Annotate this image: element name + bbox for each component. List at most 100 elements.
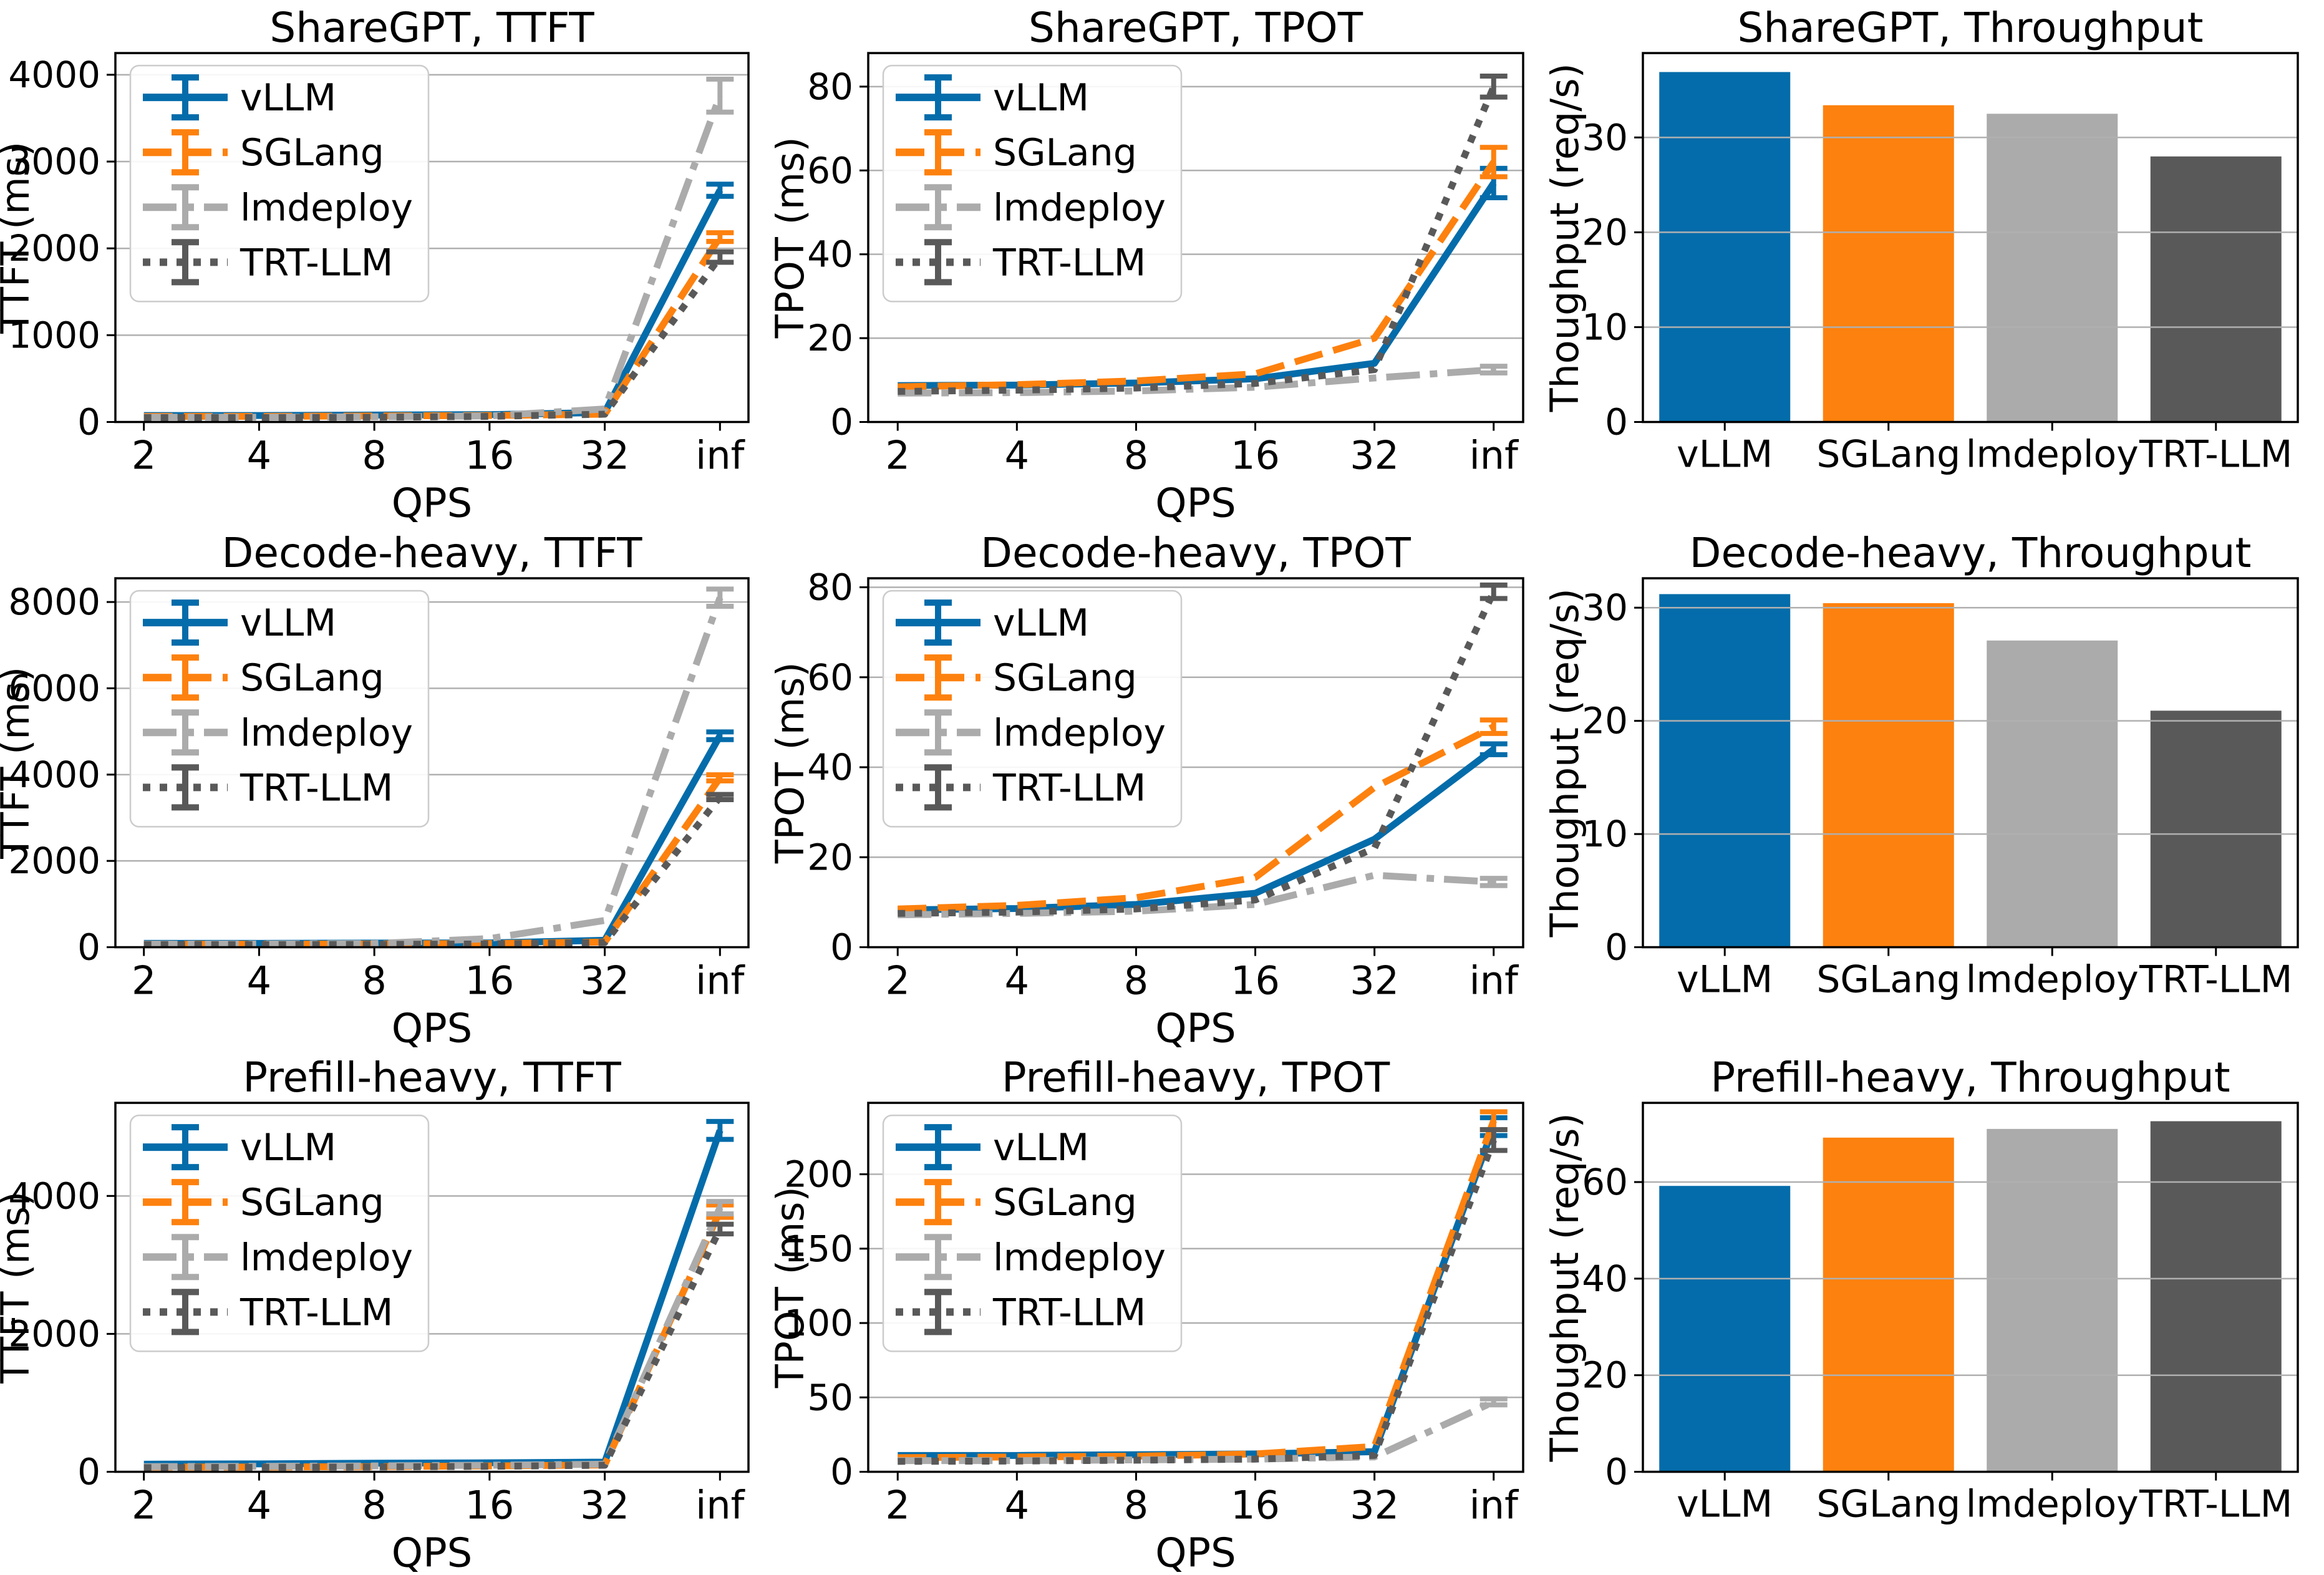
plot-canvas-prefill-heavy-throughput: vLLM SGLang lmdeploy TRT-LLM 0 20 40 60Thoughpu… xyxy=(1549,1102,2299,1526)
svg-text:60: 60 xyxy=(1582,1161,1628,1203)
svg-text:80: 80 xyxy=(807,566,853,608)
svg-text:0: 0 xyxy=(830,401,853,443)
svg-text:4000: 4000 xyxy=(8,1175,100,1218)
svg-text:100: 100 xyxy=(784,1302,853,1344)
svg-text:40: 40 xyxy=(807,233,853,276)
svg-text:8: 8 xyxy=(1124,433,1148,478)
svg-text:4: 4 xyxy=(1005,433,1029,478)
svg-text:inf: inf xyxy=(1469,957,1520,1003)
svg-text:vLLM: vLLM xyxy=(993,601,1089,645)
chart-decode-heavy-tpot: Decode-heavy, TPOT 2 4 8 16 32 inf QPS 0 20 40 60 8… xyxy=(775,525,1549,1050)
svg-text:10: 10 xyxy=(1582,813,1628,855)
svg-text:SGLang: SGLang xyxy=(240,656,384,700)
svg-text:TRT-LLM: TRT-LLM xyxy=(240,1291,393,1335)
svg-text:2000: 2000 xyxy=(8,840,100,882)
svg-text:40: 40 xyxy=(1582,1258,1628,1300)
svg-text:10: 10 xyxy=(1582,306,1628,348)
svg-text:SGLang: SGLang xyxy=(993,1181,1137,1225)
svg-text:32: 32 xyxy=(1350,433,1399,478)
svg-text:TRT-LLM: TRT-LLM xyxy=(992,766,1146,810)
svg-text:SGLang: SGLang xyxy=(1816,1483,1960,1526)
svg-text:20: 20 xyxy=(1582,699,1628,742)
plot-canvas-decode-heavy-tpot: 2 4 8 16 32 inf QPS 0 20 40 60 80 TPOT (ms) vLLM SGLan… xyxy=(775,566,1524,1050)
chart-decode-heavy-throughput: Decode-heavy, Throughput vLLM SGLang lmdep… xyxy=(1549,525,2324,1050)
svg-text:lmdeploy: lmdeploy xyxy=(1966,957,2139,1001)
svg-text:16: 16 xyxy=(1231,433,1280,478)
svg-text:8: 8 xyxy=(1124,957,1148,1003)
svg-text:Thoughput (req/s): Thoughput (req/s) xyxy=(1549,63,1587,412)
chart-title-prefill-heavy-throughput: Prefill-heavy, Throughput xyxy=(1710,1054,2230,1102)
svg-text:20: 20 xyxy=(807,317,853,359)
svg-text:0: 0 xyxy=(1605,1451,1628,1493)
chart-sharegpt-throughput: ShareGPT, Throughput vLLM SGLang lmdeploy T… xyxy=(1549,0,2324,525)
svg-text:4000: 4000 xyxy=(8,753,100,795)
svg-text:SGLang: SGLang xyxy=(1816,433,1960,477)
svg-text:vLLM: vLLM xyxy=(240,601,336,645)
svg-text:32: 32 xyxy=(1350,1483,1399,1528)
svg-text:TRT-LLM: TRT-LLM xyxy=(992,1291,1146,1335)
svg-text:inf: inf xyxy=(695,433,746,478)
chart-title-sharegpt-tpot: ShareGPT, TPOT xyxy=(1028,4,1363,52)
svg-text:TTFT (ms): TTFT (ms) xyxy=(0,1191,38,1384)
chart-prefill-heavy-throughput: Prefill-heavy, Throughput vLLM SGLang lmde… xyxy=(1549,1050,2324,1575)
svg-text:lmdeploy: lmdeploy xyxy=(993,711,1166,755)
svg-text:TPOT (ms): TPOT (ms) xyxy=(775,662,813,864)
svg-text:4: 4 xyxy=(1005,957,1029,1003)
svg-text:3000: 3000 xyxy=(8,140,100,183)
svg-text:8: 8 xyxy=(1124,1483,1148,1528)
chart-sharegpt-ttft: ShareGPT, TTFT 2 4 8 16 32 inf QPS 0 1000 2000 300… xyxy=(0,0,775,525)
svg-text:TTFT (ms): TTFT (ms) xyxy=(0,142,38,334)
svg-text:Thoughput (req/s): Thoughput (req/s) xyxy=(1549,588,1587,938)
svg-text:lmdeploy: lmdeploy xyxy=(240,711,413,755)
svg-text:150: 150 xyxy=(784,1228,853,1270)
chart-title-decode-heavy-throughput: Decode-heavy, Throughput xyxy=(1689,528,2252,577)
svg-text:32: 32 xyxy=(580,1483,629,1528)
svg-text:TPOT (ms): TPOT (ms) xyxy=(775,137,813,339)
svg-text:QPS: QPS xyxy=(1155,1006,1236,1050)
svg-text:60: 60 xyxy=(807,656,853,698)
svg-text:QPS: QPS xyxy=(392,481,473,525)
plot-canvas-sharegpt-throughput: vLLM SGLang lmdeploy TRT-LLM 0 10 20 30Thoughpu… xyxy=(1549,52,2299,477)
svg-text:TTFT (ms): TTFT (ms) xyxy=(0,666,38,859)
svg-text:vLLM: vLLM xyxy=(1677,957,1773,1001)
svg-text:6000: 6000 xyxy=(8,667,100,709)
svg-text:200: 200 xyxy=(784,1153,853,1196)
svg-text:lmdeploy: lmdeploy xyxy=(240,186,413,230)
svg-text:SGLang: SGLang xyxy=(240,131,384,175)
svg-text:20: 20 xyxy=(1582,211,1628,253)
svg-text:inf: inf xyxy=(1469,433,1520,478)
svg-text:SGLang: SGLang xyxy=(993,656,1137,700)
svg-text:0: 0 xyxy=(1605,926,1628,968)
svg-text:2: 2 xyxy=(132,433,156,478)
svg-text:16: 16 xyxy=(1231,1483,1280,1528)
svg-text:8: 8 xyxy=(362,957,386,1003)
svg-text:SGLang: SGLang xyxy=(1816,957,1960,1001)
svg-text:0: 0 xyxy=(77,401,100,443)
svg-text:lmdeploy: lmdeploy xyxy=(993,186,1166,230)
svg-text:20: 20 xyxy=(807,836,853,878)
svg-text:QPS: QPS xyxy=(392,1006,473,1050)
svg-text:TRT-LLM: TRT-LLM xyxy=(2139,1483,2292,1526)
svg-text:inf: inf xyxy=(1469,1483,1520,1528)
plot-canvas-decode-heavy-ttft: 2 4 8 16 32 inf QPS 0 2000 4000 6000 8000 TTFT (ms) v… xyxy=(0,576,750,1050)
svg-text:QPS: QPS xyxy=(1155,1531,1236,1575)
svg-text:lmdeploy: lmdeploy xyxy=(993,1236,1166,1280)
svg-text:32: 32 xyxy=(580,433,629,478)
svg-text:16: 16 xyxy=(465,1483,514,1528)
svg-text:0: 0 xyxy=(830,1451,853,1493)
chart-title-sharegpt-ttft: ShareGPT, TTFT xyxy=(269,4,594,52)
svg-text:40: 40 xyxy=(807,746,853,788)
svg-text:SGLang: SGLang xyxy=(240,1181,384,1225)
svg-text:TPOT (ms): TPOT (ms) xyxy=(775,1187,813,1389)
svg-text:16: 16 xyxy=(1231,957,1280,1003)
svg-text:32: 32 xyxy=(1350,957,1399,1003)
chart-title-decode-heavy-tpot: Decode-heavy, TPOT xyxy=(980,528,1411,577)
svg-text:inf: inf xyxy=(695,1483,746,1528)
svg-text:TRT-LLM: TRT-LLM xyxy=(2139,433,2292,477)
svg-text:0: 0 xyxy=(77,1451,100,1493)
svg-text:Thoughput (req/s): Thoughput (req/s) xyxy=(1549,1113,1587,1462)
svg-text:2: 2 xyxy=(886,1483,910,1528)
